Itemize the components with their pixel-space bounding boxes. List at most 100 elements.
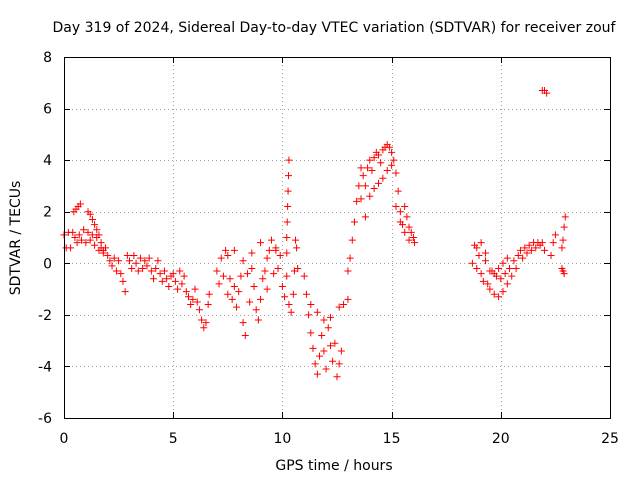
data-point: [272, 246, 280, 254]
data-point: [150, 275, 158, 283]
data-point: [156, 270, 164, 278]
data-point: [143, 262, 151, 270]
data-point: [276, 252, 284, 260]
data-point: [213, 267, 221, 275]
data-point: [263, 285, 271, 293]
data-point: [283, 234, 291, 241]
data-point: [243, 270, 251, 278]
data-point: [202, 319, 210, 327]
data-point: [289, 290, 297, 298]
data-point: [224, 290, 232, 298]
data-point: [75, 231, 83, 239]
data-point: [139, 264, 147, 272]
grid: [64, 57, 610, 418]
data-point: [558, 244, 566, 252]
data-point: [326, 313, 334, 321]
x-tick-label: 10: [273, 431, 291, 447]
data-point: [477, 239, 485, 247]
data-point: [76, 200, 84, 208]
data-point: [106, 257, 114, 265]
data-point: [379, 174, 387, 182]
data-point: [104, 252, 112, 260]
data-point: [357, 164, 365, 172]
data-point: [501, 270, 509, 278]
data-point: [205, 290, 213, 298]
data-point: [230, 246, 238, 254]
data-point: [560, 223, 568, 231]
data-point: [293, 244, 301, 252]
data-point: [237, 272, 245, 280]
data-point: [136, 254, 144, 262]
data-point: [195, 306, 203, 314]
data-point: [560, 270, 568, 278]
data-point: [152, 264, 160, 272]
data-point: [551, 231, 559, 239]
data-point: [344, 267, 352, 275]
data-point: [516, 246, 524, 254]
data-point: [263, 254, 271, 262]
data-point: [326, 342, 334, 350]
data-point: [324, 324, 332, 332]
data-point: [482, 249, 490, 257]
data-point: [169, 270, 177, 278]
data-point: [313, 308, 321, 316]
data-point: [468, 259, 476, 267]
x-tick-label: 5: [169, 431, 178, 447]
data-point: [377, 159, 385, 167]
data-point: [337, 347, 345, 355]
data-point: [69, 228, 77, 236]
data-point: [226, 275, 234, 283]
data-point: [246, 298, 254, 306]
data-point: [171, 277, 179, 285]
data-point: [134, 267, 142, 275]
data-point: [368, 166, 376, 174]
data-point: [95, 231, 103, 239]
data-point: [523, 249, 531, 257]
data-point: [309, 344, 317, 352]
data-point: [71, 234, 79, 241]
data-point: [88, 231, 96, 239]
data-point: [311, 360, 319, 368]
data-point: [403, 213, 411, 221]
data-point: [521, 244, 529, 252]
y-tick-label: 4: [43, 153, 52, 169]
data-point: [508, 272, 516, 280]
data-point: [250, 282, 258, 290]
data-point: [84, 228, 92, 236]
data-point: [411, 239, 419, 247]
y-tick-label: -4: [38, 359, 52, 375]
data-point: [292, 236, 300, 244]
data-point: [320, 347, 328, 355]
data-point: [261, 267, 269, 275]
data-point: [176, 267, 184, 275]
data-point: [549, 239, 557, 247]
data-point: [219, 272, 227, 280]
data-point: [182, 288, 190, 296]
data-point: [503, 280, 511, 288]
data-point: [160, 267, 168, 275]
data-point: [80, 226, 88, 234]
y-tick-label: 2: [43, 205, 52, 221]
data-point: [180, 272, 188, 280]
data-point: [99, 246, 107, 254]
data-point: [191, 285, 199, 293]
y-tick-label: 8: [43, 50, 52, 66]
x-tick-label: 20: [492, 431, 510, 447]
data-point: [285, 172, 293, 180]
data-point: [174, 285, 182, 293]
data-point: [514, 252, 522, 260]
data-point: [322, 365, 330, 373]
data-point: [366, 192, 374, 200]
data-point: [370, 185, 378, 193]
data-point: [486, 267, 494, 275]
data-point: [239, 257, 247, 265]
data-point: [318, 331, 326, 339]
x-tick-label: 15: [383, 431, 401, 447]
data-point: [499, 259, 507, 267]
data-point: [233, 303, 241, 311]
data-point: [561, 213, 569, 221]
data-point: [302, 290, 310, 298]
data-point: [473, 264, 481, 272]
data-point: [525, 241, 533, 249]
